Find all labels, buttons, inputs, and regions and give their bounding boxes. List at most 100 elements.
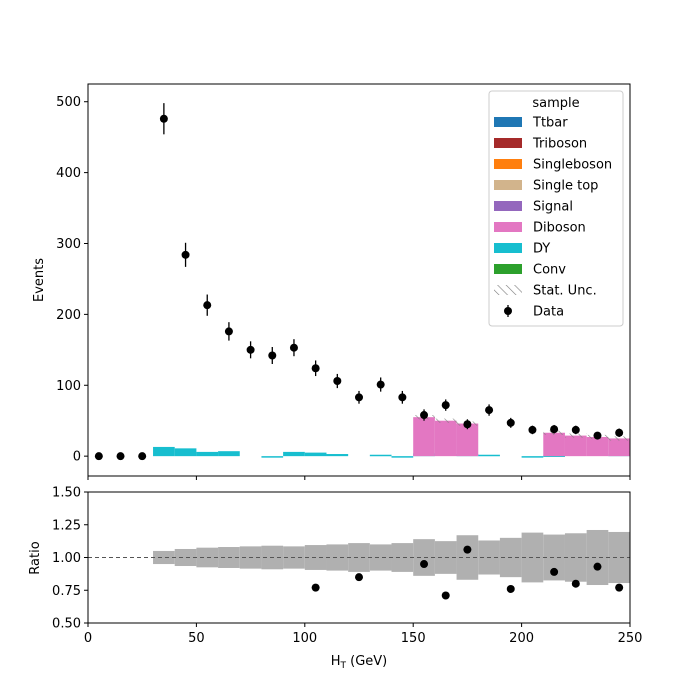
legend: sample Ttbar Triboson Singleboson Single to…	[488, 90, 624, 327]
ratio-panel: 0.50 0.75 1.00 1.25 1.50 0 50 100 150 200 250 Rat…	[28, 486, 642, 672]
data-point-15	[420, 411, 429, 420]
data-point-0	[94, 452, 103, 461]
bar-dy-14	[391, 456, 414, 458]
ratio-y-tick-label-0.50: 0.50	[52, 617, 81, 632]
data-point-21	[550, 425, 559, 434]
legend-label-conv: Conv	[533, 263, 566, 278]
ratio-unc-band-8	[326, 544, 349, 571]
bar-dy-8	[261, 456, 284, 458]
ratio-point-2	[420, 560, 429, 569]
ratio-unc-band-19	[564, 533, 587, 582]
legend-label-single-top: Single top	[533, 179, 598, 194]
data-point-23	[593, 431, 602, 440]
bar-dy-18	[478, 454, 500, 457]
ratio-unc-band-18	[543, 534, 565, 581]
ratio-y-axis-label: Ratio	[28, 541, 43, 574]
main-y-tick-label-400: 400	[56, 166, 81, 181]
main-y-tick-label-500: 500	[56, 95, 81, 110]
bar-dy-5	[196, 451, 219, 457]
legend-swatch-ttbar	[494, 117, 522, 127]
ratio-unc-band-10	[369, 544, 392, 571]
x-axis-label-unit: (GeV)	[346, 654, 387, 669]
stat-unc-band-22	[564, 433, 587, 438]
legend-label-stat-unc-: Stat. Unc.	[533, 284, 597, 299]
legend-swatch-signal	[494, 201, 522, 211]
legend-label-diboson: Diboson	[533, 221, 586, 236]
ratio-y-ticks: 0.50 0.75 1.00 1.25 1.50	[52, 486, 88, 632]
stat-unc-band-24	[608, 436, 630, 441]
data-point-24	[615, 428, 624, 437]
bar-diboson-22	[564, 435, 587, 457]
legend-box	[488, 90, 624, 327]
ratio-y-tick-label-1.50: 1.50	[52, 486, 81, 501]
legend-swatch-triboson	[494, 138, 522, 148]
data-point-16	[441, 401, 450, 410]
legend-entries: Ttbar Triboson Singleboson Single top Signal…	[494, 116, 612, 320]
ratio-plot-layer	[88, 529, 630, 600]
ratio-point-1	[355, 573, 363, 582]
data-point-14	[398, 393, 407, 402]
legend-swatch-singleboson	[494, 159, 522, 169]
bar-dy-11	[326, 454, 349, 457]
x-axis-label-main: H	[331, 654, 341, 669]
bar-dy-13	[369, 454, 392, 457]
legend-label-dy: DY	[533, 242, 550, 257]
ratio-x-ticks: 0 50 100 150 200 250	[84, 623, 643, 646]
ratio-unc-band-1	[174, 548, 197, 567]
legend-swatch-diboson	[494, 222, 522, 232]
ratio-unc-band-9	[348, 543, 370, 572]
ratio-point-6	[550, 567, 559, 576]
ratio-x-tick-label-250: 250	[618, 631, 643, 646]
main-plot-layer	[94, 103, 630, 461]
ratio-point-7	[571, 579, 580, 588]
bar-diboson-15	[413, 417, 435, 457]
ratio-point-9	[615, 583, 624, 592]
ratio-y-tick-label-0.75: 0.75	[52, 584, 81, 599]
bar-dy-4	[174, 448, 197, 457]
legend-label-signal: Signal	[533, 200, 573, 215]
legend-swatch-single-top	[494, 180, 522, 190]
ratio-x-tick-label-200: 200	[509, 631, 534, 646]
ratio-x-tick-label-100: 100	[292, 631, 317, 646]
legend-swatch-dy	[494, 243, 522, 253]
bar-diboson-17	[456, 423, 479, 457]
bar-dy-20	[521, 456, 544, 458]
legend-swatch-conv	[494, 264, 522, 274]
legend-label-triboson: Triboson	[532, 137, 587, 152]
data-point-20	[528, 425, 537, 434]
ratio-unc-band-11	[391, 543, 414, 572]
ratio-y-tick-label-1.25: 1.25	[52, 518, 81, 533]
ratio-point-3	[441, 591, 450, 600]
bar-diboson-21	[543, 432, 565, 457]
main-y-ticks: 0 100 200 300 400 500	[56, 95, 88, 465]
legend-title: sample	[532, 96, 579, 111]
x-axis-label-subscript: T	[340, 661, 347, 671]
data-point-9	[289, 343, 298, 352]
legend-marker-data	[504, 307, 512, 315]
data-point-13	[376, 380, 385, 389]
main-y-tick-label-0: 0	[73, 450, 81, 465]
ratio-point-5	[506, 584, 515, 593]
main-axes-frame	[87, 83, 631, 477]
main-x-ticks	[87, 476, 631, 480]
data-point-10	[311, 364, 320, 373]
data-point-6	[224, 327, 233, 336]
bar-dy-6	[218, 451, 240, 457]
data-point-8	[268, 351, 277, 360]
x-axis-label: HT (GeV)	[331, 654, 388, 671]
stat-unc-band-16	[434, 418, 457, 423]
data-point-12	[355, 393, 363, 402]
data-point-11	[333, 377, 342, 386]
ratio-y-tick-label-1.00: 1.00	[52, 551, 81, 566]
ratio-unc-band-20	[586, 529, 609, 586]
data-point-3	[159, 114, 168, 123]
data-point-17	[463, 420, 472, 429]
ratio-point-4	[463, 545, 472, 554]
legend-label-singleboson: Singleboson	[533, 158, 612, 173]
ratio-point-8	[593, 562, 602, 571]
ratio-unc-band-0	[153, 550, 175, 565]
main-panel: 0 100 200 300 400 500 Events	[32, 83, 631, 480]
data-point-4	[181, 250, 190, 259]
data-point-19	[506, 418, 515, 427]
ratio-x-tick-label-0: 0	[84, 631, 92, 646]
